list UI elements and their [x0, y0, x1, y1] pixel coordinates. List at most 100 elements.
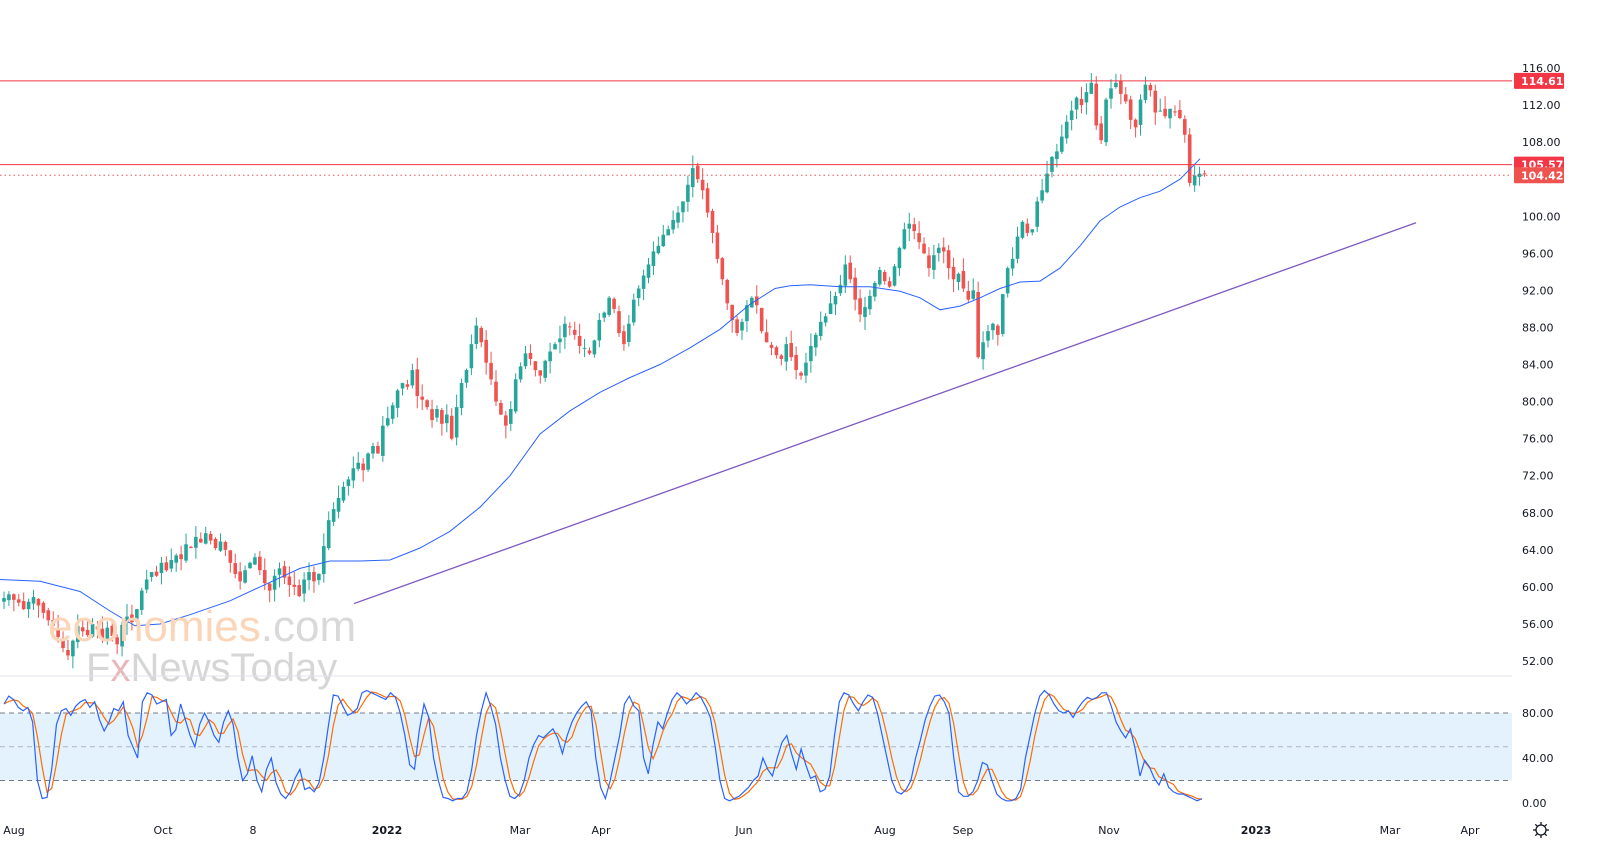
support-trendline[interactable] — [353, 222, 1417, 605]
stochastic-pane[interactable] — [0, 689, 1512, 802]
candle — [1079, 86, 1084, 114]
current-price-tag — [1514, 167, 1564, 184]
candle — [533, 361, 538, 377]
time-tick-label: 2022 — [372, 824, 403, 837]
candle — [464, 368, 469, 388]
current-price-tag-label: 104.42 — [1521, 169, 1563, 182]
candle — [1050, 156, 1054, 178]
candle — [1123, 87, 1128, 104]
candle — [179, 545, 183, 571]
price-axis[interactable]: 116.00 112.00 108.00 100.00 96.00 92.00 88.00 8… — [1522, 62, 1561, 668]
candle — [105, 621, 110, 645]
candle — [582, 338, 587, 358]
candle — [587, 347, 592, 355]
candle — [253, 553, 257, 565]
gear-icon[interactable] — [1533, 822, 1549, 838]
candle — [868, 289, 872, 315]
candle — [302, 572, 306, 602]
candle — [887, 276, 892, 289]
candle — [858, 289, 862, 323]
candle — [1133, 118, 1138, 138]
resistance-upper-tag-label: 114.61 — [1521, 75, 1563, 88]
candle — [754, 285, 759, 314]
stochastic-tick-label: 40.00 — [1522, 752, 1554, 765]
candle — [828, 291, 833, 315]
candle — [366, 452, 370, 472]
candle — [646, 257, 651, 284]
candle — [853, 267, 857, 311]
candle — [513, 373, 518, 414]
candle — [818, 311, 823, 341]
candle — [36, 598, 41, 618]
candle — [504, 410, 508, 439]
candle — [602, 311, 607, 323]
candle — [538, 370, 543, 384]
candle — [991, 322, 995, 340]
candle — [2, 591, 6, 609]
candle — [892, 263, 897, 287]
candle — [597, 313, 602, 348]
candle — [814, 332, 818, 357]
candle — [558, 325, 562, 354]
candle — [1148, 82, 1153, 97]
candle — [115, 634, 119, 654]
candle — [740, 318, 744, 340]
time-tick-label: Apr — [591, 824, 611, 837]
candle — [194, 526, 198, 559]
candle — [405, 379, 410, 390]
candle — [7, 591, 11, 606]
candle — [823, 313, 828, 327]
candle — [41, 601, 46, 619]
candle — [169, 548, 174, 573]
candle — [1045, 161, 1049, 194]
candle — [641, 269, 646, 301]
candle — [612, 297, 616, 314]
price-tick-label: 92.00 — [1522, 284, 1554, 297]
candle — [341, 481, 346, 503]
candle — [130, 604, 134, 631]
candle — [1064, 115, 1069, 144]
candle — [420, 384, 424, 411]
stochastic-d-line[interactable] — [3, 691, 1203, 801]
watermark-economies: economies.com — [48, 602, 356, 651]
candle — [199, 532, 203, 544]
candle — [691, 155, 695, 198]
moving-average-line[interactable] — [0, 158, 1201, 627]
candle — [297, 579, 301, 598]
time-tick-label: Nov — [1098, 824, 1120, 837]
candle — [508, 401, 513, 431]
candle — [1020, 220, 1025, 240]
candle — [848, 255, 853, 284]
price-pane[interactable] — [0, 73, 1512, 669]
candle — [1055, 143, 1059, 168]
candle — [1158, 98, 1162, 112]
candle — [676, 206, 680, 229]
time-axis[interactable]: Aug Oct 8 2022 Mar Apr Jun Aug Sep Nov 2023 Mar Apr — [3, 824, 1480, 837]
candle — [1015, 226, 1020, 264]
candle — [1109, 79, 1113, 109]
candle — [1153, 84, 1158, 125]
candle — [631, 293, 636, 326]
candle — [1094, 76, 1099, 130]
stochastic-k-line[interactable] — [3, 689, 1203, 802]
candle — [159, 556, 164, 585]
stochastic-axis[interactable]: 80.00 40.00 0.00 — [1522, 707, 1554, 810]
candle — [459, 378, 464, 416]
candle — [489, 351, 493, 386]
stochastic-tick-label: 80.00 — [1522, 707, 1554, 720]
candle — [833, 291, 838, 316]
candle — [381, 416, 385, 462]
price-tick-label: 96.00 — [1522, 247, 1554, 260]
candle — [720, 256, 725, 286]
candle — [1197, 166, 1202, 186]
candle — [774, 345, 779, 359]
candle — [51, 611, 55, 630]
candle — [961, 258, 966, 292]
resistance-upper-tag — [1514, 72, 1564, 89]
candle — [1138, 94, 1143, 136]
candle — [941, 237, 946, 264]
price-tick-label: 68.00 — [1522, 507, 1554, 520]
candle — [228, 550, 233, 573]
